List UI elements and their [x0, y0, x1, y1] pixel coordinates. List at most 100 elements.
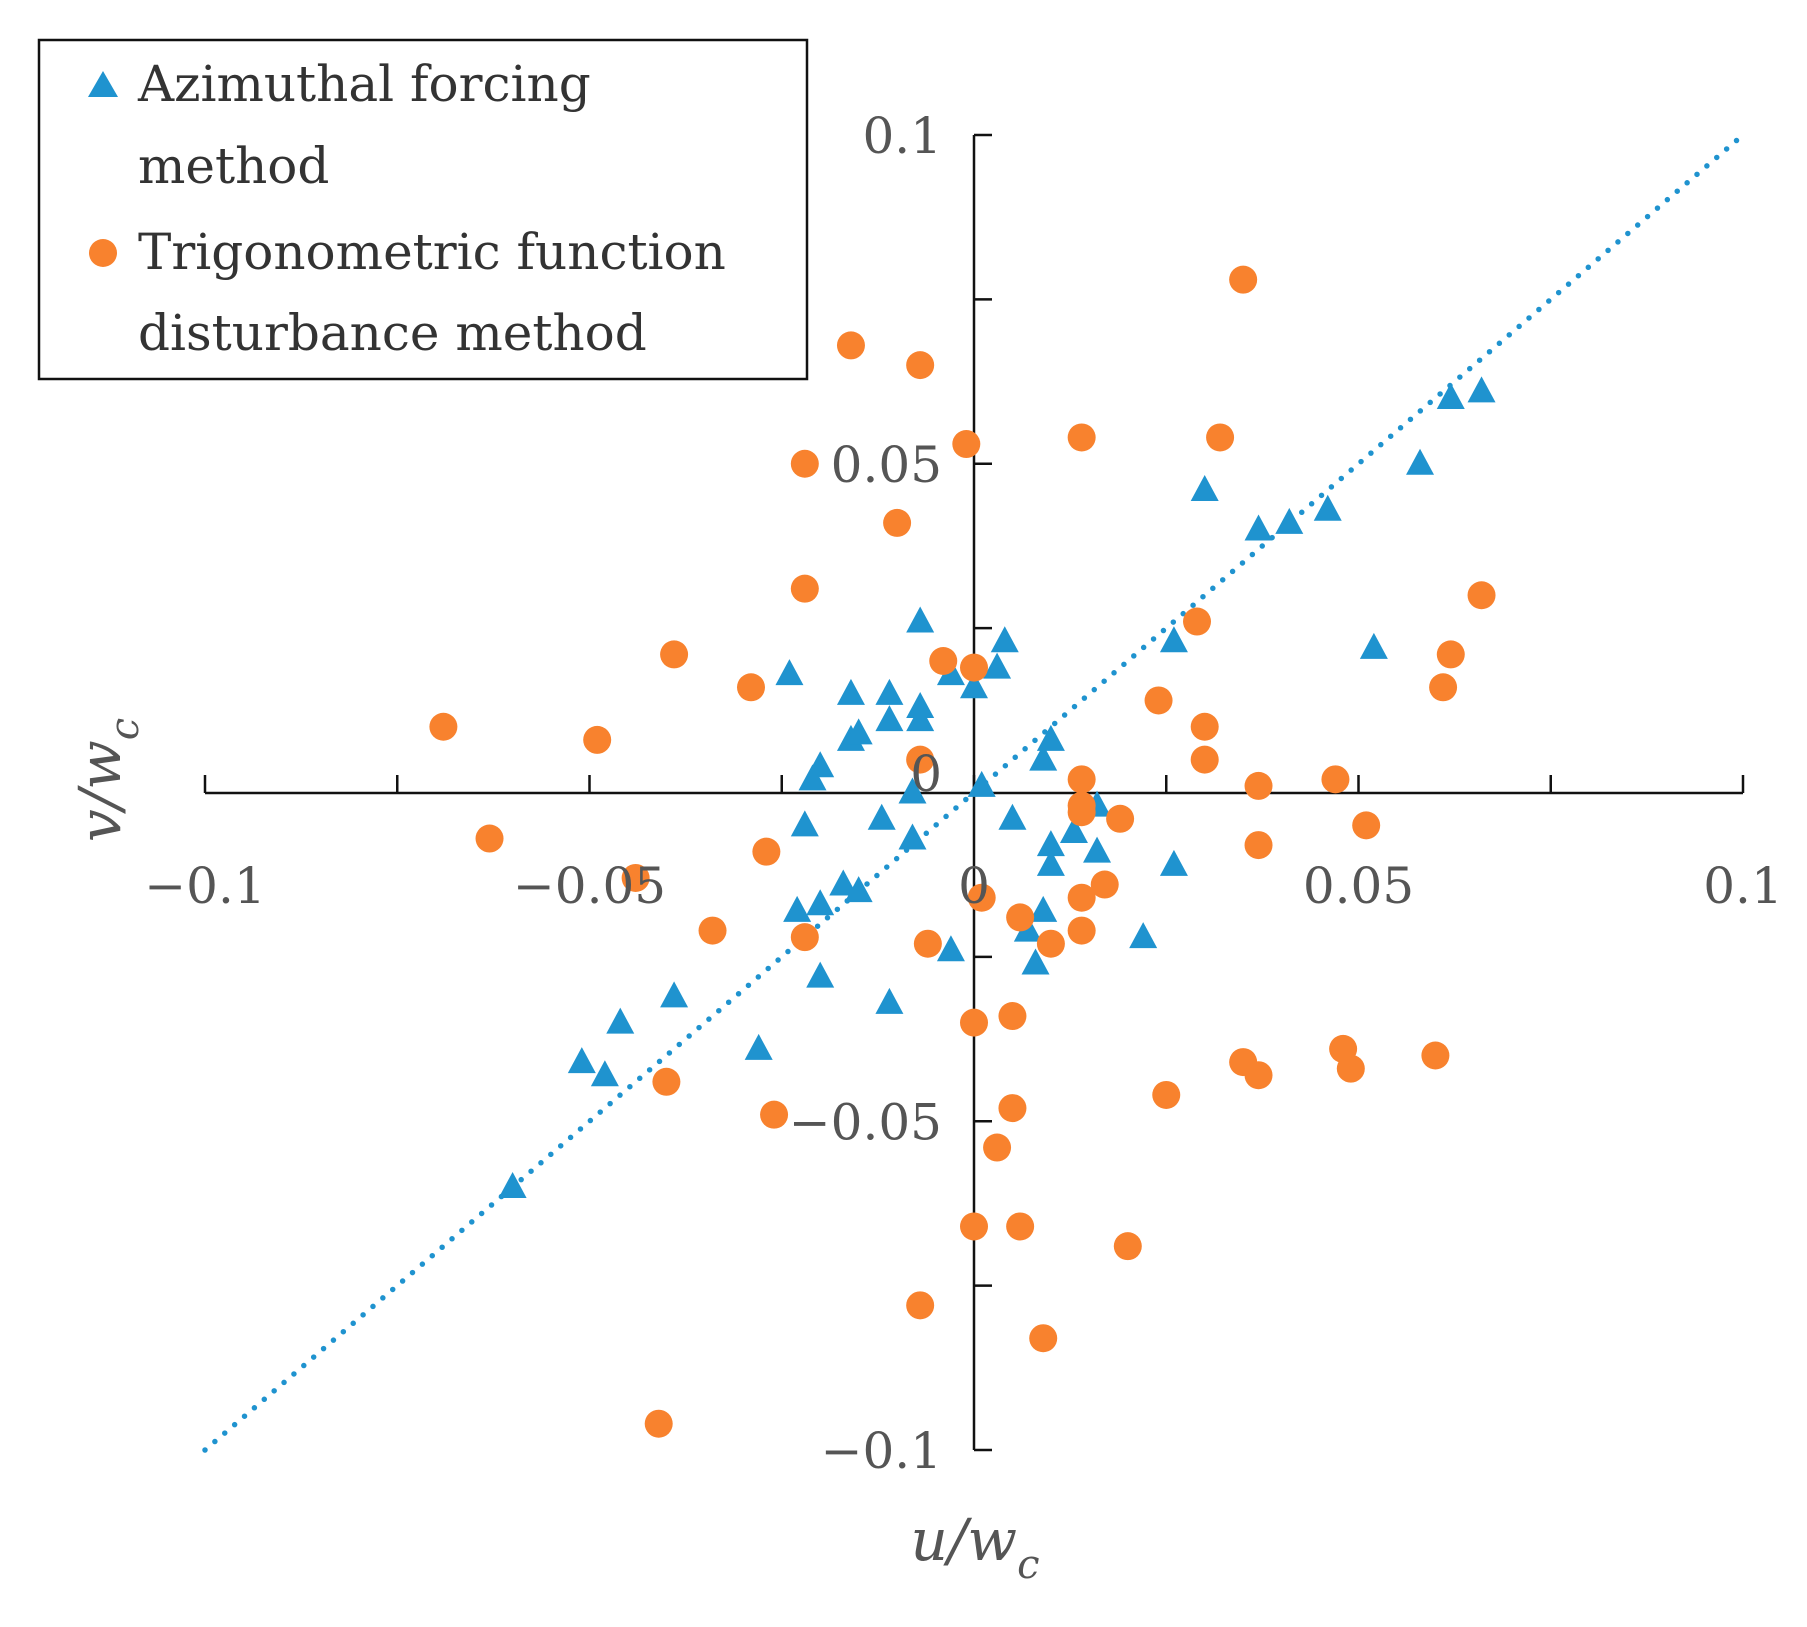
x-axis-title-sub: c: [1017, 1542, 1039, 1588]
azimuthal-point: [590, 1060, 619, 1087]
x-tick-label: −0.05: [513, 857, 666, 915]
azimuthal-point: [783, 895, 812, 922]
trig-point: [1190, 712, 1219, 741]
legend-label-trig-line1: Trigonometric function: [138, 223, 726, 281]
legend-label-azimuthal-line1: Azimuthal forcing: [137, 55, 591, 113]
x-tick-label: 0.05: [1303, 857, 1414, 915]
legend: Azimuthal forcing method Trigonometric f…: [37, 38, 809, 381]
azimuthal-point: [990, 626, 1019, 653]
azimuthal-point: [960, 672, 988, 699]
azimuthal-point: [1129, 922, 1158, 949]
azimuthal-point: [867, 803, 896, 830]
trig-point: [998, 1002, 1027, 1031]
azimuthal-point: [1036, 849, 1065, 876]
trig-point: [960, 1008, 988, 1037]
azimuthal-point: [1021, 948, 1050, 975]
trig-point: [1006, 903, 1035, 932]
azimuthal-point: [1436, 383, 1465, 409]
azimuthal-point: [1313, 494, 1342, 521]
trig-point: [967, 883, 996, 912]
trig-point: [660, 640, 689, 669]
azimuthal-point: [898, 823, 927, 850]
azimuthal-point: [875, 987, 904, 1014]
trig-point: [736, 673, 765, 702]
azimuthal-point: [1083, 836, 1112, 863]
trig-point: [836, 331, 865, 360]
azimuthal-point: [875, 678, 904, 705]
trig-point: [1090, 870, 1119, 899]
trig-point: [960, 1212, 988, 1241]
azimuthal-point: [983, 652, 1012, 679]
trig-point: [1036, 929, 1065, 958]
trig-point: [906, 745, 935, 774]
azimuthal-point: [798, 764, 827, 791]
trig-point: [1321, 765, 1350, 794]
azimuthal-point: [1190, 475, 1219, 502]
azimuthal-point: [844, 718, 873, 745]
trig-point: [1429, 673, 1458, 702]
trig-point: [1244, 771, 1273, 800]
trig-point: [1352, 811, 1381, 840]
trig-point: [1244, 1061, 1273, 1090]
azimuthal-point: [806, 961, 835, 988]
azimuthal-point: [744, 1033, 773, 1060]
trig-point: [1106, 804, 1135, 833]
azimuthal-point: [790, 810, 819, 837]
azimuthal-point: [906, 606, 935, 633]
trig-point: [1206, 423, 1235, 452]
y-axis-title: v/wc: [66, 718, 148, 842]
x-tick-label: −0.1: [144, 857, 265, 915]
azimuthal-point: [775, 659, 804, 686]
azimuthal-point: [806, 889, 835, 916]
trig-point: [1244, 831, 1273, 860]
trig-point: [1006, 1212, 1035, 1241]
trig-point: [1144, 686, 1173, 715]
azimuthal-point: [998, 803, 1027, 830]
azimuthal-point: [1059, 816, 1088, 843]
y-tick-label: 0: [910, 745, 942, 803]
trig-point: [644, 1409, 673, 1438]
azimuthal-point: [1159, 849, 1188, 876]
y-axis-title-sub: c: [102, 718, 148, 740]
azimuthal-point: [1029, 744, 1058, 771]
azimuthal-point: [1036, 724, 1065, 751]
azimuthal-point: [1275, 507, 1304, 534]
azimuthal-point: [1159, 626, 1188, 653]
azimuthal-point: [844, 876, 873, 903]
azimuthal-point: [498, 1172, 527, 1198]
azimuthal-point: [1406, 448, 1435, 475]
trig-point: [1067, 798, 1096, 827]
trig-point: [1190, 745, 1219, 774]
trig-point: [1067, 883, 1096, 912]
azimuthal-point: [875, 705, 904, 732]
azimuthal-point: [606, 1007, 635, 1034]
trig-point: [652, 1067, 681, 1096]
trig-point: [583, 725, 612, 754]
trig-point: [906, 351, 935, 380]
azimuthal-point: [967, 770, 996, 797]
trig-point: [429, 712, 458, 741]
legend-box: [37, 38, 809, 381]
tick-labels-layer: −0.1 −0.05 0 0.05 0.1 0.1 0.05 0 −0.05 −0.1: [144, 107, 1782, 1480]
azimuthal-point: [829, 869, 858, 896]
trig-point: [883, 508, 912, 537]
x-tick-label: 0.1: [1703, 857, 1783, 915]
trig-point: [952, 430, 981, 459]
azimuthal-point: [1359, 632, 1388, 659]
azimuthal-point: [660, 981, 689, 1008]
trig-point: [1067, 916, 1096, 945]
trig-point: [1067, 765, 1096, 794]
legend-label-azimuthal-line2: method: [138, 137, 329, 195]
azimuthal-point: [1029, 895, 1058, 922]
y-tick-label: 0.05: [831, 436, 942, 494]
azimuthal-point: [898, 777, 927, 804]
trig-point: [1067, 423, 1096, 452]
legend-marker-triangle: [88, 71, 118, 97]
azimuthal-point: [836, 678, 865, 705]
azimuthal-point: [1244, 514, 1273, 541]
y-axis-title-main: v/w: [66, 740, 134, 842]
trig-point: [790, 449, 819, 478]
trig-point: [1421, 1041, 1450, 1070]
trig-point: [790, 574, 819, 603]
x-axis-title: u/wc: [911, 1506, 1040, 1588]
